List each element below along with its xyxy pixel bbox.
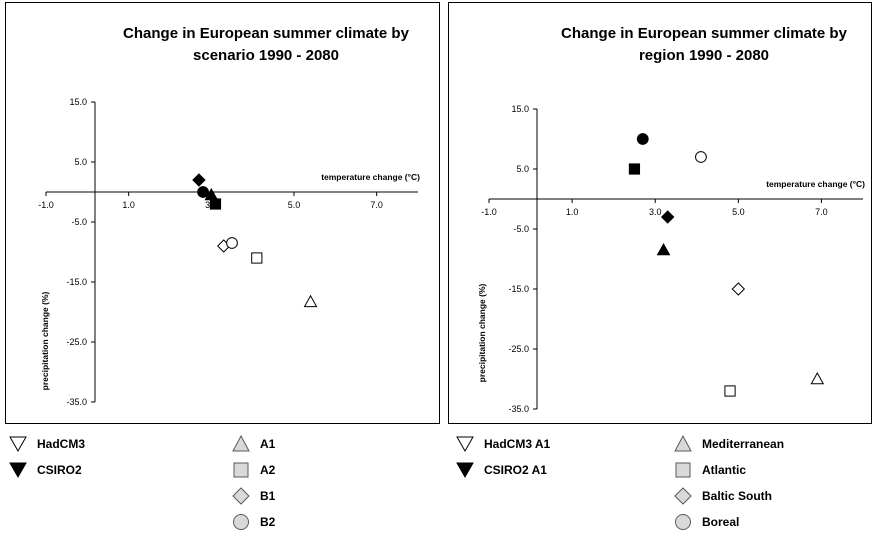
- y-tick-label: 5.0: [516, 164, 529, 174]
- scenario-legend-a2-label: A2: [260, 463, 276, 477]
- scenario-legend-hadcm3-marker: [9, 436, 27, 453]
- region-legend-hadcm3-a1-glyph: [456, 436, 474, 453]
- x-tick-label: -1.0: [481, 207, 497, 217]
- region-legend-baltic-south: Baltic South: [674, 486, 772, 506]
- data-point-csiro2-a1-atlantic: [628, 163, 641, 175]
- scenario-legend-a2: A2: [232, 460, 275, 480]
- y-tick-label: -35.0: [66, 397, 87, 407]
- x-axis-label: temperature change (°C): [766, 179, 865, 189]
- region-legend-boreal: Boreal: [674, 512, 739, 532]
- region-legend-boreal-glyph: [675, 514, 691, 530]
- y-axis-label: precipitation change (%): [477, 283, 487, 382]
- region-legend-atlantic-marker: [675, 462, 691, 478]
- y-tick-label: -15.0: [66, 277, 87, 287]
- data-point-hadcm3-a1-boreal: [695, 151, 707, 163]
- region-legend-hadcm3-a1-label: HadCM3 A1: [484, 437, 551, 451]
- data-point-hadcm3-a1: [303, 294, 318, 308]
- scenario-legend-a1-marker: [232, 435, 250, 452]
- data-point-hadcm3-a1-mediterranean: [810, 371, 825, 385]
- scenario-legend-csiro2: CSIRO2: [9, 460, 82, 480]
- region-legend-boreal-marker: [675, 514, 691, 530]
- scatter-plot-scenario: 15.05.0-5.0-15.0-25.0-35.0-1.01.03.05.07…: [38, 97, 420, 407]
- x-axis-label: temperature change (°C): [321, 172, 420, 182]
- data-point-hadcm3-a1-atlantic: [724, 385, 736, 397]
- region-legend-csiro2-a1-marker: [456, 462, 474, 479]
- x-tick-label: 5.0: [288, 200, 301, 210]
- x-tick-label: 5.0: [732, 207, 745, 217]
- region-legend-mediterranean-label: Mediterranean: [702, 437, 785, 451]
- chart-panel-scenario: Change in European summer climate by sce…: [5, 2, 440, 424]
- y-tick-label: 15.0: [511, 104, 529, 114]
- region-legend-baltic-south-marker: [674, 487, 692, 505]
- scenario-legend-b2-label: B2: [260, 515, 276, 529]
- data-point-hadcm3-b2: [226, 237, 238, 249]
- data-point-hadcm3-a1-baltic-south: [731, 282, 746, 296]
- scenario-legend-a1-label: A1: [260, 437, 276, 451]
- scenario-legend-a1: A1: [232, 434, 275, 454]
- scenario-legend-csiro2-marker: [9, 462, 27, 479]
- scenario-legend-b2-marker: [233, 514, 249, 530]
- data-point-hadcm3-a2: [251, 252, 263, 264]
- scenario-legend-b1-glyph: [232, 487, 250, 505]
- region-legend-csiro2-a1-glyph: [456, 462, 474, 479]
- x-tick-label: 1.0: [122, 200, 135, 210]
- x-tick-label: 1.0: [566, 207, 579, 217]
- y-tick-label: 5.0: [74, 157, 87, 167]
- region-legend-csiro2-a1-label: CSIRO2 A1: [484, 463, 547, 477]
- x-tick-label: -1.0: [38, 200, 54, 210]
- y-tick-label: 15.0: [69, 97, 87, 107]
- data-point-csiro2-a2: [209, 198, 222, 210]
- region-legend-boreal-label: Boreal: [702, 515, 740, 529]
- scenario-legend-b1-marker: [232, 487, 250, 505]
- scenario-legend-b2: B2: [232, 512, 275, 532]
- region-legend-atlantic-glyph: [675, 462, 691, 478]
- y-tick-label: -35.0: [508, 404, 529, 414]
- scenario-legend-hadcm3-glyph: [9, 436, 27, 453]
- scenario-legend-b2-glyph: [233, 514, 249, 530]
- y-tick-label: -5.0: [513, 224, 529, 234]
- region-legend-hadcm3-a1: HadCM3 A1: [456, 434, 550, 454]
- region-legend-mediterranean-marker: [674, 435, 692, 452]
- scenario-legend-a1-glyph: [232, 435, 250, 452]
- x-tick-label: 7.0: [815, 207, 828, 217]
- x-tick-label: 3.0: [649, 207, 662, 217]
- region-legend-mediterranean-glyph: [674, 435, 692, 452]
- y-tick-label: -5.0: [71, 217, 87, 227]
- x-tick-label: 7.0: [370, 200, 383, 210]
- data-point-csiro2-b2: [197, 186, 209, 198]
- region-legend-baltic-south-label: Baltic South: [702, 489, 773, 503]
- region-legend-baltic-south-glyph: [674, 487, 692, 505]
- region-legend-mediterranean: Mediterranean: [674, 434, 784, 454]
- scenario-legend-csiro2-glyph: [9, 462, 27, 479]
- scenario-legend-a2-glyph: [233, 462, 249, 478]
- y-axis-label: precipitation change (%): [40, 291, 50, 390]
- chart-title-region: Change in European summer climate by reg…: [561, 25, 847, 64]
- region-legend-csiro2-a1: CSIRO2 A1: [456, 460, 547, 480]
- region-legend-atlantic: Atlantic: [674, 460, 746, 480]
- scenario-legend-csiro2-label: CSIRO2: [37, 463, 82, 477]
- region-legend-atlantic-label: Atlantic: [702, 463, 747, 477]
- scenario-legend-a2-marker: [233, 462, 249, 478]
- data-point-csiro2-b1: [192, 173, 206, 187]
- scenario-legend-b1-label: B1: [260, 489, 276, 503]
- y-tick-label: -25.0: [508, 344, 529, 354]
- y-tick-label: -25.0: [66, 337, 87, 347]
- data-point-csiro2-a1-mediterranean: [656, 242, 671, 256]
- data-point-csiro2-a1-boreal: [636, 133, 649, 145]
- chart-title-scenario: Change in European summer climate by sce…: [123, 25, 409, 64]
- region-legend-hadcm3-a1-marker: [456, 436, 474, 453]
- chart-panel-region: Change in European summer climate by reg…: [448, 2, 872, 424]
- scenario-legend-b1: B1: [232, 486, 275, 506]
- data-point-csiro2-a1-baltic-south: [660, 210, 675, 224]
- scatter-plot-region: 15.0 5.0 -5.0 -15.0 -25.0 -35.0 -1.0 1.0 3.0 5.0 7…: [477, 104, 865, 414]
- y-tick-label: -15.0: [508, 284, 529, 294]
- scenario-legend-hadcm3: HadCM3: [9, 434, 85, 454]
- scenario-legend-hadcm3-label: HadCM3: [37, 437, 86, 451]
